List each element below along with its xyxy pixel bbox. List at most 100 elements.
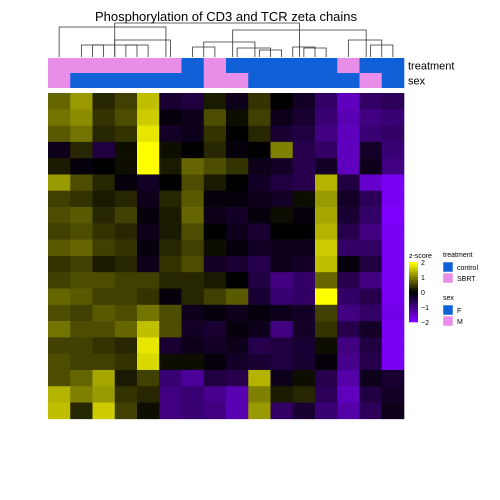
heatmap-cell	[203, 288, 227, 306]
colorbar-segment	[409, 318, 418, 321]
heatmap-cells	[48, 93, 405, 420]
heatmap-cell	[381, 207, 405, 224]
legend-label-F: F	[457, 308, 461, 315]
heatmap-cell	[292, 109, 316, 126]
heatmap-cell	[48, 125, 71, 143]
heatmap-cell	[159, 255, 182, 273]
annotation-cell-sex	[381, 73, 405, 88]
colorbar-segment	[409, 268, 418, 271]
heatmap-cell	[137, 353, 160, 371]
heatmap-cell	[159, 158, 182, 175]
colorbar-segment	[409, 266, 418, 269]
heatmap-cell	[48, 288, 71, 306]
heatmap-cell	[226, 369, 249, 387]
heatmap-cell	[92, 369, 116, 387]
heatmap-cell	[70, 190, 93, 208]
heatmap-cell	[270, 207, 294, 224]
heatmap-cell	[181, 402, 205, 420]
legend-label-SBRT: SBRT	[457, 276, 476, 283]
legend-swatch-M	[442, 315, 454, 327]
heatmap-cell	[359, 386, 383, 403]
heatmap-cell	[270, 321, 294, 338]
colorbar-segment	[409, 262, 418, 265]
heatmap-cell	[226, 304, 249, 322]
heatmap-cell	[70, 93, 93, 110]
heatmap-cell	[181, 272, 205, 289]
heatmap-cell	[270, 190, 294, 208]
annotation-label-sex: sex	[408, 76, 426, 88]
heatmap-cell	[48, 386, 71, 403]
heatmap-cell	[248, 141, 271, 159]
heatmap-cell	[203, 207, 227, 224]
heatmap-cell	[48, 141, 71, 159]
heatmap-cell	[70, 353, 93, 371]
heatmap-cell	[92, 190, 116, 208]
heatmap-cell	[381, 158, 405, 175]
heatmap-cell	[159, 353, 182, 371]
heatmap-cell	[159, 386, 182, 403]
heatmap-cell	[114, 255, 138, 273]
annotation-cell-treatment	[292, 58, 316, 73]
heatmap-cell	[137, 369, 160, 387]
heatmap-cell	[315, 125, 338, 143]
heatmap-cell	[226, 239, 249, 257]
colorbar-segment	[409, 270, 418, 273]
heatmap-cell	[381, 321, 405, 338]
colorbar-segment	[409, 314, 418, 317]
heatmap-cell	[48, 190, 71, 208]
heatmap-cell	[381, 190, 405, 208]
heatmap-cell	[337, 288, 360, 306]
heatmap-cell	[381, 337, 405, 354]
heatmap-cell	[114, 369, 138, 387]
dendrogram-branch	[203, 41, 256, 57]
heatmap-cell	[226, 141, 249, 159]
heatmap-cell	[226, 207, 249, 224]
heatmap-cell	[92, 272, 116, 289]
heatmap-cell	[114, 223, 138, 240]
annotation-cell-sex	[48, 73, 71, 88]
heatmap-cell	[248, 239, 271, 257]
heatmap-cell	[114, 141, 138, 159]
heatmap-cell	[292, 321, 316, 338]
heatmap-cell	[315, 158, 338, 175]
heatmap-cell	[359, 321, 383, 338]
heatmap-cell	[114, 158, 138, 175]
heatmap-cell	[359, 369, 383, 387]
heatmap-cell	[203, 109, 227, 126]
heatmap-cell	[114, 190, 138, 208]
colorbar-segment	[409, 302, 418, 305]
colorbar-segment	[409, 274, 418, 277]
heatmap-cell	[70, 304, 93, 322]
heatmap-cell	[315, 369, 338, 387]
heatmap-cell	[359, 190, 383, 208]
colorbar-segment	[409, 292, 418, 295]
heatmap-cell	[159, 141, 182, 159]
heatmap-cell	[381, 93, 405, 110]
heatmap-cell	[381, 353, 405, 371]
legend-label-control: control	[457, 265, 478, 272]
heatmap-cell	[292, 255, 316, 273]
dendrogram-branch	[292, 46, 316, 57]
heatmap-cell	[159, 190, 182, 208]
heatmap-cell	[181, 369, 205, 387]
heatmap-cell	[248, 174, 271, 192]
heatmap-cell	[92, 93, 116, 110]
heatmap-cell	[381, 109, 405, 126]
heatmap-cell	[292, 386, 316, 403]
heatmap-cell	[70, 239, 93, 257]
heatmap-cell	[248, 207, 271, 224]
annotation-cell-sex	[292, 73, 316, 88]
heatmap-cell	[203, 272, 227, 289]
heatmap-cell	[137, 141, 160, 159]
heatmap-cell	[359, 402, 383, 420]
annotation-cell-treatment	[315, 58, 338, 73]
column-dendrogram	[58, 22, 394, 57]
annotation-cell-treatment	[137, 58, 160, 73]
annotation-cell-treatment	[337, 58, 360, 73]
annotation-cell-treatment	[159, 58, 182, 73]
heatmap-cell	[114, 386, 138, 403]
heatmap-cell	[381, 288, 405, 306]
heatmap-cell	[270, 353, 294, 371]
annotation-cell-sex	[359, 73, 383, 88]
